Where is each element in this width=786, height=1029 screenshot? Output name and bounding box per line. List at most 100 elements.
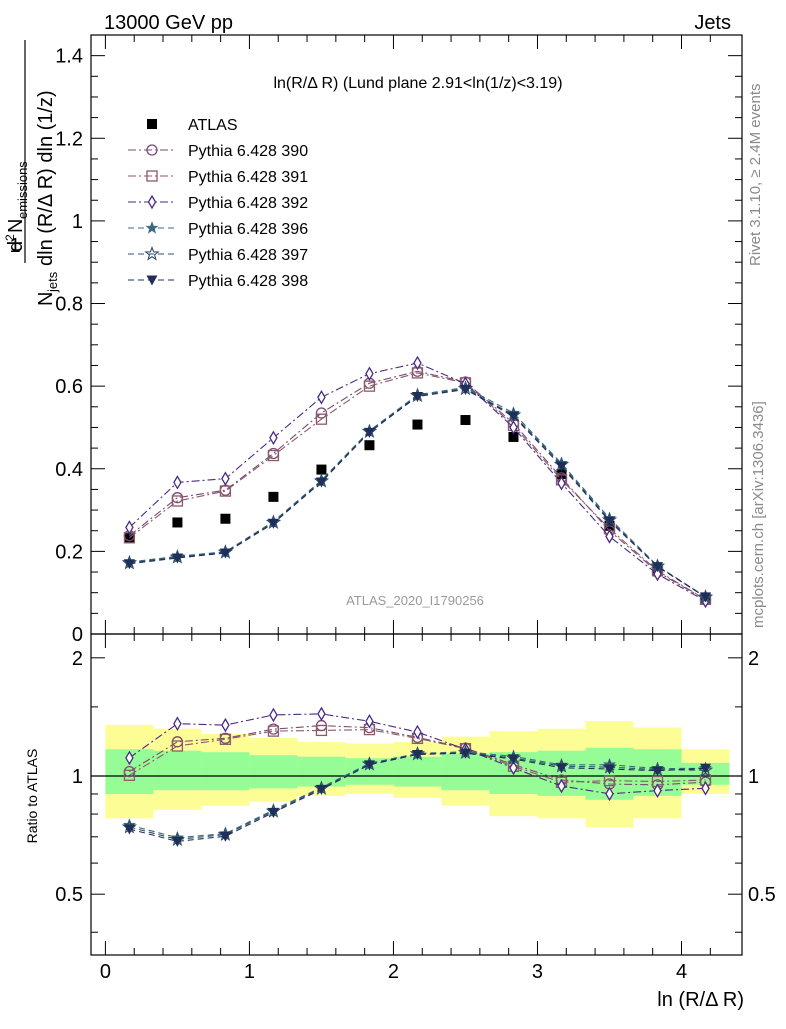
data-point <box>316 464 327 475</box>
data-point <box>365 366 374 382</box>
legend-entry: Pythia 6.428 397 <box>128 245 308 264</box>
data-point <box>268 491 279 502</box>
data-point <box>363 380 376 392</box>
y-tick-label-right: 1 <box>748 766 759 788</box>
y-tick-label-right: 2 <box>748 648 759 670</box>
svg-text:2: 2 <box>3 234 17 241</box>
data-point <box>700 592 712 603</box>
ratio-point <box>459 748 471 759</box>
ratio-point <box>557 778 566 794</box>
ratio-point <box>413 724 422 740</box>
green-band-bin <box>393 756 442 787</box>
data-point <box>171 495 184 507</box>
y-tick-label: 0.4 <box>55 459 83 481</box>
data-point <box>219 485 232 497</box>
data-point <box>364 440 375 451</box>
ratio-point <box>603 774 616 787</box>
source-label: mcplots.cern.ch [arXiv:1306.3436] <box>750 401 767 628</box>
ratio-point <box>267 808 279 819</box>
legend-label: Pythia 6.428 398 <box>188 273 308 290</box>
rivet-label: Rivet 3.1.10, ≥ 2.4M events <box>747 84 764 267</box>
main-y-axis-label: 1 d 2 N emissions N jets dln (R/Δ R) dln… <box>3 40 60 306</box>
data-point <box>413 355 422 371</box>
legend-entry: Pythia 6.428 396 <box>128 221 308 238</box>
data-point <box>220 513 231 524</box>
svg-text:N: N <box>5 219 27 233</box>
green-band-bin <box>249 755 298 789</box>
x-tick-label: 3 <box>532 961 543 983</box>
legend-label: Pythia 6.428 392 <box>188 195 308 212</box>
data-point <box>317 390 326 405</box>
y-tick-label: 0.2 <box>55 541 83 563</box>
ratio-point <box>507 754 519 765</box>
data-point <box>507 411 519 422</box>
y-tick-label: 0.8 <box>55 294 83 316</box>
data-point <box>124 533 135 544</box>
ratio-point <box>125 750 134 766</box>
legend-marker <box>146 144 158 156</box>
data-point <box>363 427 375 438</box>
x-tick-label: 0 <box>100 961 111 983</box>
legend-marker <box>147 194 157 210</box>
ratio-line <box>129 729 706 783</box>
y-tick-label: 2 <box>72 648 83 670</box>
ratio-point <box>700 763 712 774</box>
svg-text:N: N <box>35 292 57 306</box>
svg-text:d: d <box>5 241 27 252</box>
legend-label: ATLAS <box>188 117 238 134</box>
x-axis-label: ln (R/Δ R) <box>657 989 744 1011</box>
ratio-line <box>129 725 706 786</box>
data-point <box>509 420 518 435</box>
legend-marker <box>146 275 158 286</box>
data-point <box>171 553 183 564</box>
ratio-y-axis-label: Ratio to ATLAS <box>24 749 40 844</box>
data-point <box>267 449 280 462</box>
ratio-point <box>219 733 232 745</box>
plot-title: ln(R/Δ R) (Lund plane 2.91<ln(1/z)<3.19) <box>273 75 562 92</box>
legend-label: Pythia 6.428 390 <box>188 143 308 160</box>
legend-marker <box>145 221 159 234</box>
ratio-point <box>123 824 135 835</box>
y-tick-label: 1.2 <box>55 128 83 150</box>
data-point <box>315 477 327 488</box>
x-tick-label: 1 <box>244 961 255 983</box>
ratio-point <box>315 784 327 795</box>
data-point <box>412 419 423 430</box>
ratio-point <box>701 781 710 796</box>
legend-entry: Pythia 6.428 398 <box>128 273 308 290</box>
data-point <box>269 430 278 446</box>
ratio-point <box>267 725 280 737</box>
ratio-point <box>653 783 662 798</box>
ratio-point <box>269 707 278 723</box>
series-line <box>129 372 706 600</box>
legend-marker <box>146 170 158 182</box>
data-point <box>653 566 662 582</box>
ratio-panel-axes: 0.5 0.5 1 1 2 2 <box>55 633 776 956</box>
analysis-id-label: ATLAS_2020_I1790256 <box>346 593 484 608</box>
svg-text:1: 1 <box>9 235 20 257</box>
data-point <box>173 475 182 490</box>
x-tick-label: 2 <box>388 961 399 983</box>
ratio-point <box>605 786 614 802</box>
y-tick-label: 0 <box>72 624 83 646</box>
ratio-panel-series <box>121 706 714 847</box>
legend-marker <box>147 119 157 129</box>
ratio-point <box>315 724 328 737</box>
ratio-point <box>411 750 423 761</box>
x-tick-label: 4 <box>676 961 687 983</box>
svg-text:dln (R/Δ R) dln (1/z): dln (R/Δ R) dln (1/z) <box>35 90 57 266</box>
ratio-point <box>509 760 518 776</box>
data-point <box>411 391 423 402</box>
axes-frame <box>90 633 743 956</box>
green-band-bin <box>201 752 250 791</box>
svg-text:emissions: emissions <box>15 161 30 219</box>
y-tick-label: 1.4 <box>55 46 83 68</box>
data-point <box>267 518 279 529</box>
data-point <box>555 461 567 472</box>
ratio-point <box>173 716 182 731</box>
series-pythia-6-428-398-ratio <box>123 748 712 847</box>
legend-entry: Pythia 6.428 390 <box>128 143 308 160</box>
legend-label: Pythia 6.428 391 <box>188 169 308 186</box>
green-band-bin <box>441 753 490 791</box>
